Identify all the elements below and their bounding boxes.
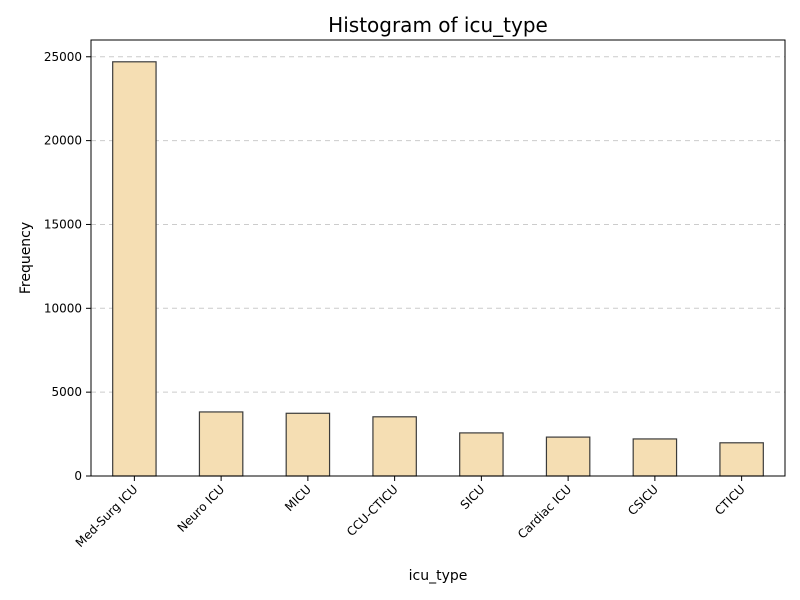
bars [112,61,764,477]
x-tick-label: Neuro ICU [175,482,228,535]
x-tick-label: CSICU [625,482,661,518]
chart-title: Histogram of icu_type [328,13,548,37]
x-tick-label: CTICU [712,482,748,518]
x-tick-label: MICU [282,482,314,514]
y-tick-label: 5000 [51,385,82,399]
y-tick-label: 15000 [44,217,82,231]
x-tick-label: Med-Surg ICU [73,482,141,550]
bar [632,438,678,477]
bar [372,416,417,477]
bar [112,61,157,477]
y-tick-label: 20000 [44,134,82,148]
bar [719,442,764,477]
x-axis-ticks: Med-Surg ICU Neuro ICU MICU CCU-CTICU SICU Ca… [73,476,748,550]
x-tick-label: SICU [458,482,488,512]
y-axis-label: Frequency [18,222,34,294]
y-tick-label: 25000 [44,50,82,64]
x-tick-label: Cardiac ICU [515,482,574,541]
bar [545,436,591,477]
bar [198,411,244,477]
y-tick-label: 10000 [44,301,82,315]
y-tick-label: 0 [74,469,82,483]
bar [285,412,331,477]
plot-frame [90,39,786,477]
grid-lines [91,56,785,477]
y-axis-ticks: 0 5000 10000 15000 20000 25000 [44,50,91,483]
x-axis-label: icu_type [409,568,468,584]
x-tick-label: CCU-CTICU [344,482,401,539]
bar [459,432,504,477]
